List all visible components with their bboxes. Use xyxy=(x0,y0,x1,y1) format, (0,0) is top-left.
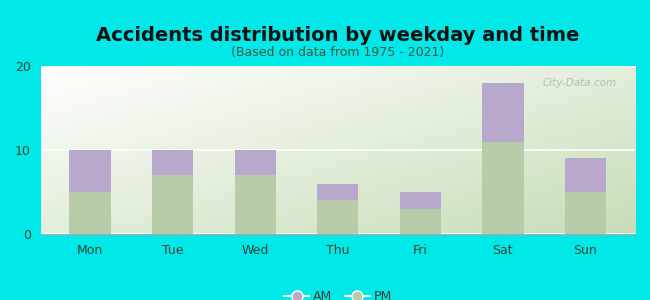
Bar xyxy=(152,175,193,234)
Bar xyxy=(482,83,523,142)
Title: Accidents distribution by weekday and time: Accidents distribution by weekday and ti… xyxy=(96,26,580,45)
Bar xyxy=(400,209,441,234)
Bar xyxy=(152,175,193,234)
Bar xyxy=(317,200,358,234)
Bar xyxy=(400,192,441,209)
Bar xyxy=(70,192,110,234)
Bar xyxy=(317,184,358,200)
Bar xyxy=(565,192,606,234)
Bar xyxy=(565,158,606,192)
Bar xyxy=(400,209,441,234)
Text: City-Data.com: City-Data.com xyxy=(543,78,617,88)
Bar xyxy=(70,150,110,192)
Bar xyxy=(235,175,276,234)
Bar xyxy=(317,200,358,234)
Bar xyxy=(482,83,523,142)
Bar xyxy=(152,150,193,175)
Bar xyxy=(235,175,276,234)
Bar xyxy=(400,192,441,209)
Bar xyxy=(482,142,523,234)
Bar xyxy=(565,192,606,234)
Bar xyxy=(565,158,606,192)
Bar xyxy=(70,192,110,234)
Bar xyxy=(317,184,358,200)
Bar xyxy=(152,150,193,175)
Legend: AM, PM: AM, PM xyxy=(279,285,396,300)
Bar xyxy=(70,150,110,192)
Text: (Based on data from 1975 - 2021): (Based on data from 1975 - 2021) xyxy=(231,46,445,59)
Bar xyxy=(482,142,523,234)
Bar xyxy=(235,150,276,175)
Bar xyxy=(235,150,276,175)
